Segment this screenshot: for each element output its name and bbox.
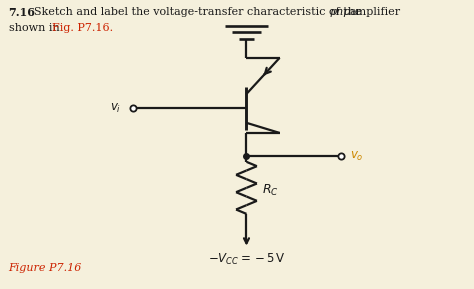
Text: $-V_{CC}=-5\,\mathrm{V}$: $-V_{CC}=-5\,\mathrm{V}$ <box>208 251 285 266</box>
Text: Sketch and label the voltage-transfer characteristic of the: Sketch and label the voltage-transfer ch… <box>34 7 362 17</box>
Text: $R_C$: $R_C$ <box>262 183 278 198</box>
Text: Fig. P7.16.: Fig. P7.16. <box>52 23 113 33</box>
Text: $v_i$: $v_i$ <box>109 102 121 115</box>
Text: 7.16: 7.16 <box>9 7 36 18</box>
Text: shown in: shown in <box>9 23 59 33</box>
Text: pnp: pnp <box>330 7 351 17</box>
Text: amplifier: amplifier <box>349 7 401 17</box>
Text: $v_o$: $v_o$ <box>350 149 364 163</box>
Text: Figure P7.16: Figure P7.16 <box>9 263 82 273</box>
